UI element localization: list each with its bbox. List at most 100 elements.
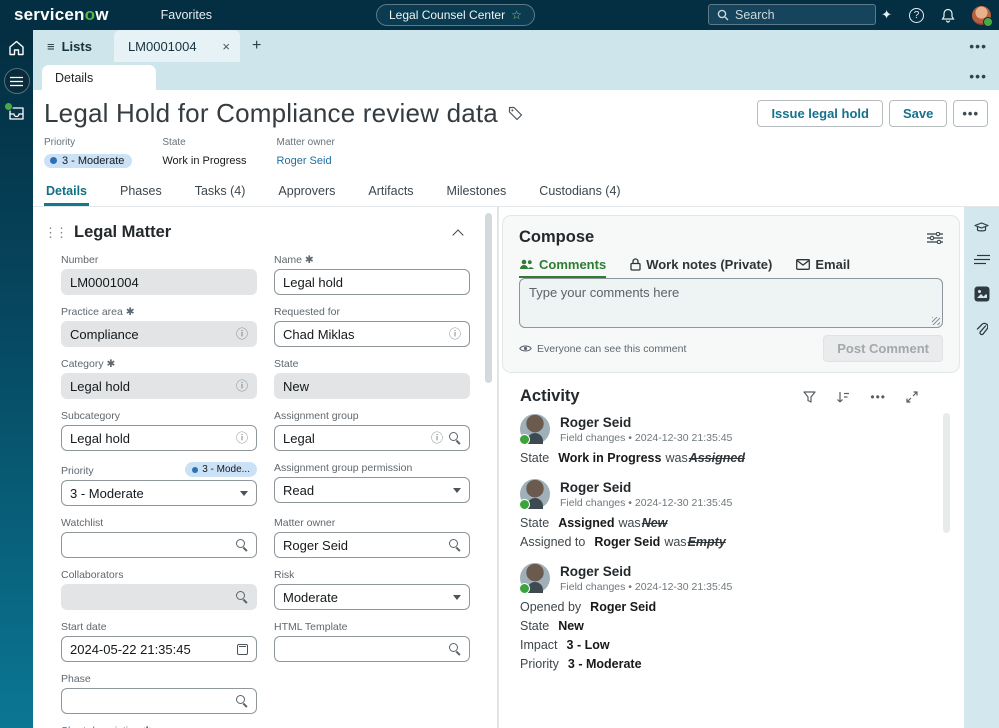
phase-input[interactable]: [61, 688, 257, 714]
user-avatar[interactable]: [972, 5, 993, 27]
collapse-section-icon[interactable]: [452, 228, 464, 241]
field-change-line: Impact 3 - Low: [520, 638, 610, 652]
info-icon[interactable]: ⓘ: [235, 379, 248, 393]
favorites-menu[interactable]: Favorites: [160, 8, 213, 22]
global-search-input[interactable]: Search: [708, 4, 876, 25]
servicenow-logo[interactable]: servicenow: [14, 5, 109, 24]
paperclip-icon[interactable]: [975, 322, 988, 337]
number-input: LM0001004: [61, 269, 257, 295]
tab-work-notes[interactable]: Work notes (Private): [630, 257, 772, 278]
watchlist-input[interactable]: [61, 532, 257, 558]
activity-scrollbar[interactable]: [943, 413, 950, 533]
start-date-input[interactable]: 2024-05-22 21:35:45: [61, 636, 257, 662]
tab-strip-more-button[interactable]: •••: [969, 38, 987, 54]
workspace-pill[interactable]: Legal Counsel Center ☆: [376, 4, 535, 26]
html-template-input[interactable]: [274, 636, 470, 662]
comment-visibility-note: Everyone can see this comment: [519, 343, 686, 355]
tab-approvers[interactable]: Approvers: [278, 184, 336, 198]
name-input[interactable]: Legal hold: [274, 269, 470, 295]
tab-email[interactable]: Email: [796, 257, 850, 278]
compose-title: Compose: [519, 228, 595, 246]
document-strip-more-button[interactable]: •••: [969, 68, 987, 84]
tab-comments[interactable]: Comments: [519, 257, 606, 278]
collaborators-input: [61, 584, 257, 610]
tab-phases[interactable]: Phases: [120, 184, 162, 198]
post-comment-button[interactable]: Post Comment: [823, 335, 943, 362]
matter-owner-input[interactable]: Roger Seid: [274, 532, 470, 558]
search-lookup-icon[interactable]: [236, 695, 248, 707]
subcategory-input[interactable]: Legal hold ⓘ: [61, 425, 257, 451]
compose-settings-sliders-icon[interactable]: [927, 231, 943, 244]
notifications-bell-icon[interactable]: [941, 8, 955, 23]
inbox-tray-icon: [9, 107, 24, 120]
activity-stream-icon[interactable]: [973, 254, 990, 266]
tag-icon[interactable]: [508, 106, 523, 121]
assignment-group-permission-select[interactable]: Read: [274, 477, 470, 503]
inbox-button[interactable]: [4, 102, 25, 121]
inbox-status-badge: [4, 102, 13, 111]
issue-legal-hold-button[interactable]: Issue legal hold: [757, 100, 883, 127]
record-side-rail: [964, 207, 999, 728]
filter-funnel-icon[interactable]: [803, 390, 816, 403]
home-icon[interactable]: [8, 40, 25, 56]
attachments-card-icon[interactable]: [974, 286, 990, 302]
risk-select[interactable]: Moderate: [274, 584, 470, 610]
add-tab-button[interactable]: +: [251, 37, 262, 54]
field-short-description: Short description ✱ Legal hold for Compl…: [61, 725, 470, 728]
ai-sparkle-icon[interactable]: ✦: [881, 7, 892, 22]
search-lookup-icon[interactable]: [236, 539, 248, 551]
app-header: servicenow Favorites Legal Counsel Cente…: [0, 0, 999, 30]
requested-for-input[interactable]: Chad Miklas ⓘ: [274, 321, 470, 347]
envelope-icon: [796, 259, 811, 270]
field-risk: Risk Moderate: [274, 569, 470, 610]
all-menu-button[interactable]: [3, 68, 30, 94]
eye-icon: [519, 345, 532, 352]
info-icon[interactable]: ⓘ: [235, 327, 248, 341]
search-lookup-icon[interactable]: [449, 643, 461, 655]
field-number: Number LM0001004: [61, 254, 257, 295]
activity-more-button[interactable]: •••: [870, 389, 886, 404]
info-icon[interactable]: ⓘ: [448, 327, 461, 341]
save-button[interactable]: Save: [888, 100, 948, 127]
help-icon[interactable]: ?: [909, 7, 924, 23]
tab-details[interactable]: Details: [44, 177, 89, 206]
record-more-actions-button[interactable]: •••: [953, 100, 988, 127]
avatar[interactable]: [519, 479, 550, 510]
field-change-line: Assigned to Roger Seid wasEmpty: [520, 535, 726, 549]
tab-milestones[interactable]: Milestones: [446, 184, 507, 198]
sort-icon[interactable]: [836, 391, 850, 403]
expand-icon[interactable]: [906, 390, 918, 403]
calendar-icon[interactable]: [237, 643, 248, 655]
field-start-date: Start date 2024-05-22 21:35:45: [61, 621, 257, 662]
search-lookup-icon[interactable]: [449, 539, 461, 551]
drag-handle-icon[interactable]: ⋮⋮: [44, 224, 68, 240]
record-tab-bar: Details Phases Tasks (4) Approvers Artif…: [33, 177, 999, 207]
search-lookup-icon[interactable]: [449, 432, 461, 444]
priority-select[interactable]: 3 - Moderate: [61, 480, 257, 506]
field-change-line: State Work in Progress wasAssigned: [520, 451, 745, 465]
field-html-template: HTML Template: [274, 621, 470, 662]
workspace-tab-strip: ≡ Lists LM0001004 × + •••: [33, 30, 999, 62]
avatar[interactable]: [519, 563, 550, 594]
tab-custodians[interactable]: Custodians (4): [539, 184, 621, 198]
menu-list-icon: [10, 76, 23, 86]
matter-owner-link[interactable]: Roger Seid: [276, 155, 332, 167]
info-icon[interactable]: ⓘ: [235, 431, 248, 445]
tab-tasks[interactable]: Tasks (4): [194, 184, 246, 198]
favorite-star-icon[interactable]: ☆: [511, 8, 522, 22]
search-lookup-icon: [236, 591, 248, 603]
tab-artifacts[interactable]: Artifacts: [368, 184, 414, 198]
form-scrollbar[interactable]: [480, 207, 498, 728]
assignment-group-input[interactable]: Legal ⓘ: [274, 425, 470, 451]
approvals-icon[interactable]: [973, 221, 990, 234]
meta-matter-owner: Matter owner Roger Seid: [276, 137, 335, 167]
avatar[interactable]: [519, 414, 550, 445]
tab-record-lm0001004[interactable]: LM0001004 ×: [113, 30, 240, 62]
tab-details-document[interactable]: Details: [42, 65, 156, 90]
tab-lists[interactable]: ≡ Lists: [47, 38, 92, 54]
lock-icon: [630, 258, 641, 271]
legal-matter-form: ⋮⋮ Legal Matter Number LM0001004 Name ✱ …: [33, 207, 480, 728]
comment-textarea[interactable]: Type your comments here: [519, 278, 943, 328]
info-icon[interactable]: ⓘ: [430, 431, 443, 445]
close-tab-icon[interactable]: ×: [222, 38, 230, 54]
